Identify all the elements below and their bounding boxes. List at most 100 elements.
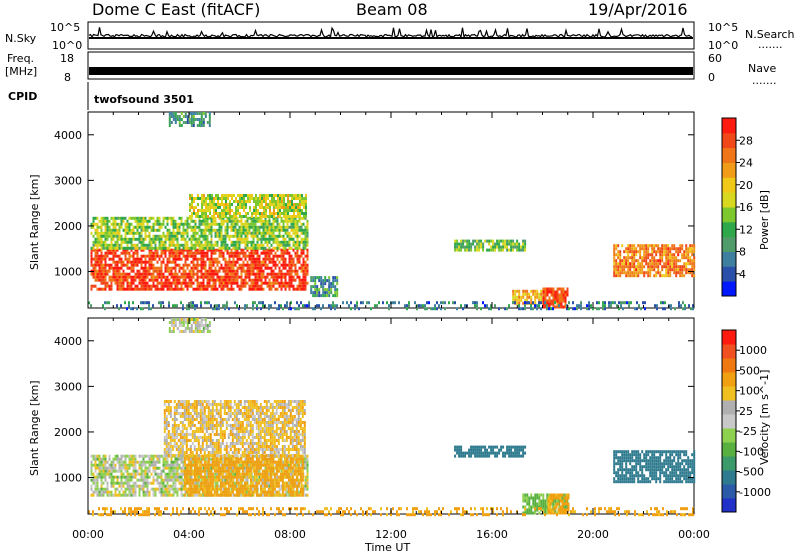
scatter-cell <box>528 293 530 296</box>
scatter-cell <box>211 273 213 276</box>
scatter-cell <box>305 288 307 291</box>
scatter-cell <box>105 276 107 279</box>
scatter-cell <box>93 247 95 250</box>
scatter-cell <box>145 470 147 473</box>
scatter-cell <box>285 258 287 261</box>
scatter-cell <box>617 265 619 268</box>
y-tick-label: 1000 <box>54 266 82 279</box>
scatter-cell <box>153 252 155 255</box>
scatter-cell <box>193 115 195 118</box>
scatter-cell <box>245 479 247 482</box>
scatter-cell <box>307 479 309 482</box>
scatter-cell <box>186 455 188 458</box>
scatter-cell <box>263 194 265 197</box>
scatter-cell <box>251 261 253 264</box>
scatter-cell <box>201 235 203 238</box>
scatter-cell <box>223 241 225 244</box>
scatter-cell <box>179 226 181 229</box>
scatter-cell <box>213 197 215 200</box>
scatter-cell <box>135 258 137 261</box>
scatter-cell <box>177 285 179 288</box>
nsearch-dots: ....... <box>758 38 782 51</box>
scatter-cell <box>139 247 141 250</box>
scatter-cell <box>173 494 175 497</box>
scatter-cell <box>273 220 275 223</box>
scatter-cell <box>235 200 237 203</box>
scatter-cell <box>197 124 199 127</box>
scatter-cell <box>133 270 135 273</box>
scatter-cell <box>207 279 209 282</box>
scatter-cell <box>137 276 139 279</box>
scatter-cell <box>195 118 197 121</box>
scatter-cell <box>649 265 651 268</box>
scatter-cell <box>559 288 561 291</box>
scatter-cell <box>233 270 235 273</box>
scatter-cell <box>277 209 279 212</box>
scatter-cell <box>299 244 301 247</box>
scatter-cell <box>183 223 185 226</box>
scatter-cell <box>598 301 600 304</box>
scatter-cell <box>271 285 273 288</box>
scatter-cell <box>318 294 320 297</box>
scatter-cell <box>261 197 263 200</box>
scatter-cell <box>241 197 243 200</box>
scatter-cell <box>208 301 210 304</box>
scatter-cell <box>115 282 117 285</box>
scatter-cell <box>203 229 205 232</box>
scatter-cell <box>173 470 175 473</box>
scatter-cell <box>263 258 265 261</box>
scatter-cell <box>462 240 464 243</box>
scatter-cell <box>131 247 133 250</box>
scatter-cell <box>251 247 253 250</box>
scatter-cell <box>251 223 253 226</box>
scatter-cell <box>195 244 197 247</box>
scatter-cell <box>265 229 267 232</box>
scatter-cell <box>115 235 117 238</box>
scatter-cell <box>186 304 188 307</box>
scatter-cell <box>281 197 283 200</box>
scatter-cell <box>526 296 528 299</box>
scatter-cell <box>109 458 111 461</box>
scatter-cell <box>254 301 256 304</box>
scatter-cell <box>151 279 153 282</box>
scatter-cell <box>293 288 295 291</box>
scatter-cell <box>241 235 243 238</box>
scatter-cell <box>332 301 334 304</box>
scatter-cell <box>169 118 171 121</box>
scatter-cell <box>299 285 301 288</box>
scatter-cell <box>271 276 273 279</box>
scatter-cell <box>105 220 107 223</box>
scatter-cell <box>653 268 655 271</box>
scatter-cell <box>189 215 191 218</box>
scatter-cell <box>301 252 303 255</box>
scatter-cell <box>289 206 291 209</box>
scatter-cell <box>127 223 129 226</box>
scatter-cell <box>205 458 207 461</box>
scatter-cell <box>675 259 677 262</box>
scatter-cell <box>265 200 267 203</box>
scatter-cell <box>279 232 281 235</box>
scatter-cell <box>161 270 163 273</box>
scatter-cell <box>99 458 101 461</box>
scatter-cell <box>279 247 281 250</box>
scatter-cell <box>516 243 518 246</box>
scatter-cell <box>135 461 137 464</box>
scatter-cell <box>211 235 213 238</box>
scatter-cell <box>336 294 338 297</box>
scatter-cell <box>303 276 305 279</box>
scatter-cell <box>549 288 551 291</box>
scatter-cell <box>207 206 209 209</box>
scatter-cell <box>149 285 151 288</box>
scatter-cell <box>91 455 93 458</box>
scatter-cell <box>522 243 524 246</box>
scatter-cell <box>256 304 258 307</box>
scatter-cell <box>261 279 263 282</box>
scatter-cell <box>693 256 695 259</box>
scatter-cell <box>145 255 147 258</box>
scatter-cell <box>173 249 175 252</box>
scatter-cell <box>619 256 621 259</box>
scatter-cell <box>255 206 257 209</box>
scatter-cell <box>332 285 334 288</box>
scatter-cell <box>157 476 159 479</box>
scatter-cell <box>184 473 186 476</box>
